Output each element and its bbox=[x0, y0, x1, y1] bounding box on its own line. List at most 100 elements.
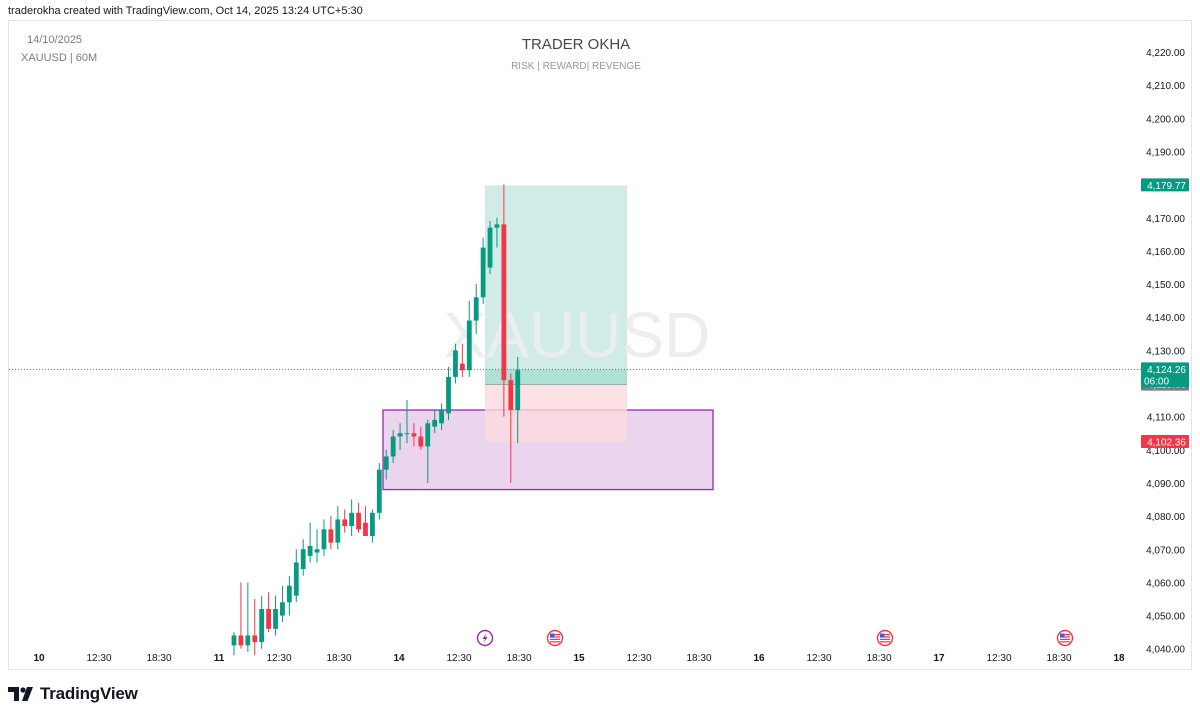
candle[interactable] bbox=[439, 403, 444, 430]
candle[interactable] bbox=[328, 516, 334, 550]
candle-body bbox=[342, 519, 348, 527]
candle[interactable] bbox=[280, 585, 285, 623]
chart-svg[interactable]: XAUUSD 4,040.004,050.004,060.004,070.004… bbox=[9, 21, 1193, 671]
candle[interactable] bbox=[321, 519, 327, 556]
event-markers bbox=[476, 629, 1074, 647]
price-tick-label: 4,140.00 bbox=[1146, 313, 1185, 324]
candle[interactable] bbox=[259, 595, 265, 649]
candle-body bbox=[404, 433, 410, 435]
candle-body bbox=[238, 635, 244, 646]
candle[interactable] bbox=[342, 509, 348, 533]
candle[interactable] bbox=[446, 366, 451, 420]
candle[interactable] bbox=[370, 509, 375, 543]
candle[interactable] bbox=[245, 582, 251, 653]
candle-body bbox=[314, 549, 320, 553]
candle[interactable] bbox=[238, 582, 244, 649]
candle-body bbox=[459, 363, 465, 371]
candle[interactable] bbox=[231, 632, 237, 656]
candle[interactable] bbox=[480, 237, 486, 304]
candle[interactable] bbox=[501, 184, 507, 417]
candle-body bbox=[515, 370, 521, 411]
candle[interactable] bbox=[307, 522, 313, 563]
candle[interactable] bbox=[418, 426, 424, 450]
time-tick-label: 10 bbox=[33, 653, 45, 664]
time-tick-label: 18:30 bbox=[1046, 653, 1071, 664]
candle[interactable] bbox=[390, 429, 396, 464]
time-tick-label: 11 bbox=[214, 653, 225, 664]
candle[interactable] bbox=[335, 506, 341, 550]
candle[interactable] bbox=[466, 300, 472, 377]
candle[interactable] bbox=[411, 423, 417, 447]
candle-body bbox=[293, 562, 299, 596]
stop-price-value: 4,102.36 bbox=[1147, 437, 1186, 448]
price-tick-label: 4,220.00 bbox=[1146, 48, 1185, 59]
candle[interactable] bbox=[376, 463, 382, 520]
candle[interactable] bbox=[425, 419, 431, 483]
flag-stripe bbox=[880, 634, 890, 636]
price-tick-label: 4,100.00 bbox=[1146, 446, 1185, 457]
candle-body bbox=[376, 469, 382, 513]
time-tick-label: 18:30 bbox=[506, 653, 531, 664]
time-tick-label: 14 bbox=[393, 653, 405, 664]
candle[interactable] bbox=[286, 575, 292, 616]
candle[interactable] bbox=[487, 221, 493, 275]
candle[interactable] bbox=[273, 595, 278, 636]
candle-body bbox=[363, 522, 368, 536]
candle[interactable] bbox=[494, 217, 500, 248]
time-tick-label: 18:30 bbox=[686, 653, 711, 664]
candle[interactable] bbox=[356, 502, 361, 533]
candle-body bbox=[439, 410, 444, 424]
candle-body bbox=[411, 433, 417, 437]
candle[interactable] bbox=[252, 598, 258, 656]
time-tick-label: 18:30 bbox=[326, 653, 351, 664]
candle[interactable] bbox=[508, 373, 514, 483]
price-tick-label: 4,070.00 bbox=[1146, 545, 1185, 556]
candle[interactable] bbox=[349, 499, 355, 536]
candle[interactable] bbox=[314, 529, 320, 563]
candle-body bbox=[487, 227, 493, 268]
candle[interactable] bbox=[459, 343, 465, 377]
candle[interactable] bbox=[383, 449, 389, 480]
chart-panel[interactable]: XAUUSD 4,040.00 4,050.00 4,060.00 4,070.00 4… bbox=[8, 20, 1192, 670]
candle-body bbox=[273, 608, 278, 629]
price-axis: 4,040.00 4,050.00 4,060.00 4,070.00 4,080.00… bbox=[1146, 48, 1185, 656]
symbol-interval[interactable]: XAUUSD | 60M bbox=[21, 52, 97, 64]
candle[interactable] bbox=[293, 549, 299, 603]
candle[interactable] bbox=[300, 539, 306, 576]
position-stop-zone[interactable] bbox=[485, 384, 627, 442]
candle[interactable] bbox=[515, 356, 521, 444]
candle-body bbox=[328, 529, 334, 543]
candle[interactable] bbox=[432, 410, 438, 434]
us-flag-event-icon[interactable] bbox=[876, 629, 894, 647]
price-tick-label: 4,190.00 bbox=[1146, 147, 1185, 158]
flag-icon-ring bbox=[546, 629, 564, 647]
candle[interactable] bbox=[473, 284, 479, 334]
us-flag-event-icon[interactable] bbox=[1056, 629, 1074, 647]
candle[interactable] bbox=[453, 343, 458, 384]
chart-subtitle: RISK | REWARD| REVENGE bbox=[511, 61, 641, 72]
flag-stripe bbox=[550, 641, 560, 643]
candle[interactable] bbox=[266, 592, 271, 633]
watermark-layer: XAUUSD bbox=[444, 299, 711, 371]
us-flag-event-icon[interactable] bbox=[546, 629, 564, 647]
candle-body bbox=[266, 608, 271, 629]
candle[interactable] bbox=[363, 506, 368, 536]
time-tick-label: 12:30 bbox=[266, 653, 291, 664]
time-tick-label: 17 bbox=[933, 653, 945, 664]
flag-stripe bbox=[1060, 634, 1070, 636]
position-profit-fill bbox=[485, 369, 627, 385]
lightning-event-icon[interactable] bbox=[476, 629, 494, 647]
lightning-bolt bbox=[482, 633, 488, 643]
flag-stripe bbox=[550, 634, 560, 636]
position-target-zone[interactable] bbox=[485, 185, 627, 385]
candle[interactable] bbox=[397, 423, 403, 450]
price-tick-label: 4,060.00 bbox=[1146, 578, 1185, 589]
tradingview-logo[interactable]: TradingView bbox=[8, 684, 138, 704]
time-axis: 10 12:30 18:30 11 12:30 18:30 14 12:30 18:30 15 12… bbox=[33, 653, 1125, 664]
flag-stripe bbox=[1060, 636, 1070, 638]
candle[interactable] bbox=[404, 400, 410, 444]
candle-body bbox=[307, 545, 313, 556]
chart-date: 14/10/2025 bbox=[27, 34, 82, 46]
chart-info: 14/10/2025 XAUUSD | 60M TRADER OKHA RISK… bbox=[21, 34, 641, 72]
time-tick-label: 12:30 bbox=[86, 653, 111, 664]
